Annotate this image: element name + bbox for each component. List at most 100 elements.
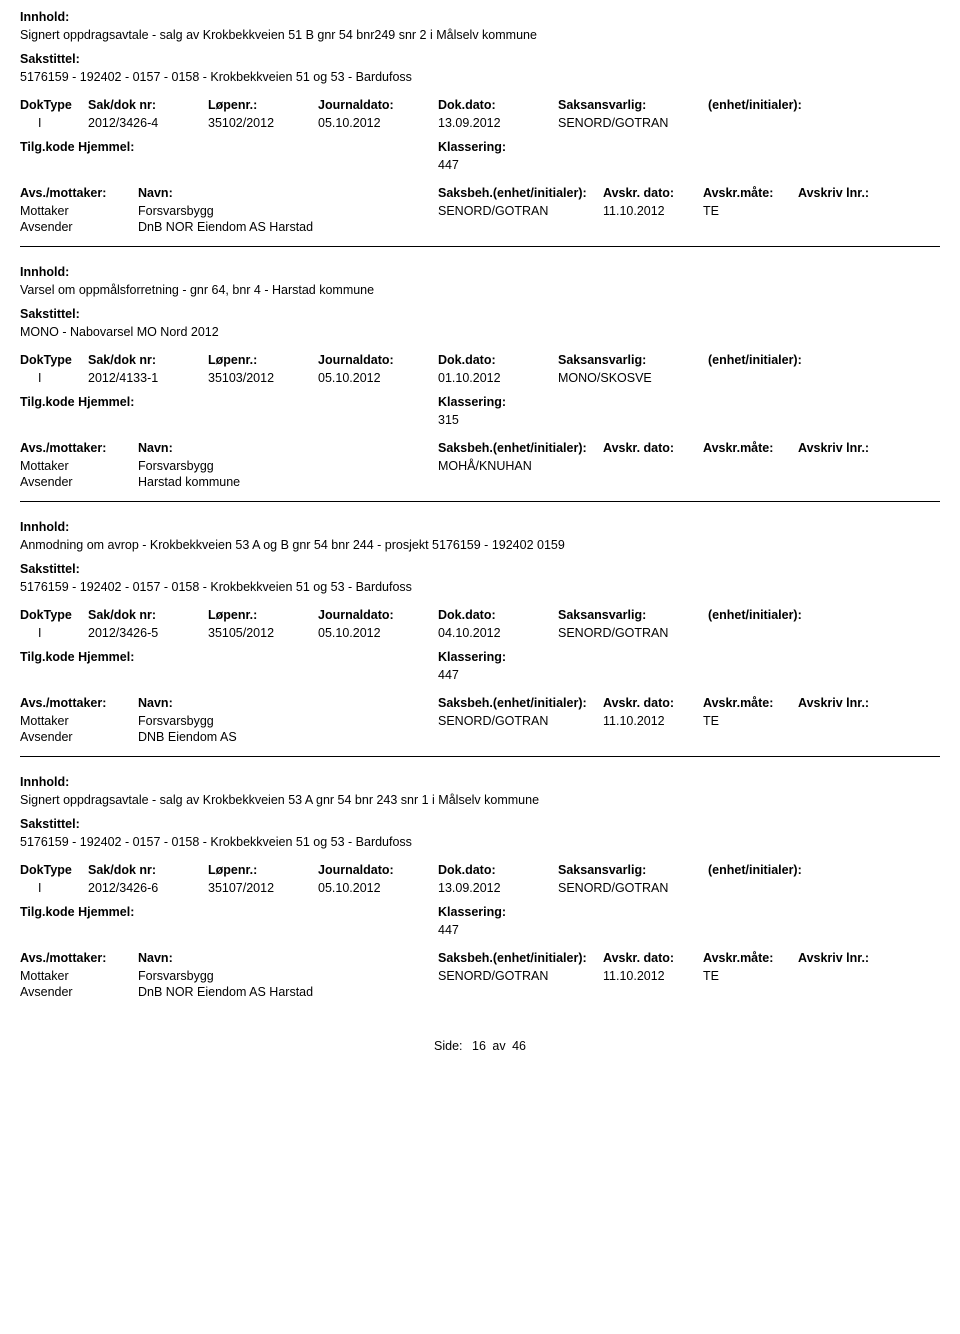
hdr-doktype: DokType	[20, 863, 88, 877]
journal-entry: Innhold: Signert oppdragsavtale - salg a…	[20, 10, 940, 247]
hdr-enhet: (enhet/initialer):	[708, 608, 848, 622]
hdr-avskr-mate: Avskr.måte:	[703, 951, 798, 965]
val-lopenr: 35102/2012	[208, 116, 318, 130]
hdr-dokdato: Dok.dato:	[438, 608, 558, 622]
hdr-journal: Journaldato:	[318, 98, 438, 112]
footer-av-label: av	[492, 1039, 505, 1053]
party-avskr-date	[603, 220, 703, 234]
hdr-sakdok: Sak/dok nr:	[88, 863, 208, 877]
party-avskr-date	[603, 985, 703, 999]
klassering-label: Klassering:	[438, 395, 506, 409]
hdr-dokdato: Dok.dato:	[438, 863, 558, 877]
hdr-doktype: DokType	[20, 98, 88, 112]
sakstittel-text: 5176159 - 192402 - 0157 - 0158 - Krokbek…	[20, 580, 940, 594]
klassering-value: 447	[438, 668, 459, 682]
hdr-dokdato: Dok.dato:	[438, 98, 558, 112]
party-name: Forsvarsbygg	[138, 969, 438, 983]
party-row: Avsender DnB NOR Eiendom AS Harstad	[20, 220, 940, 234]
hdr-avskriv-lnr: Avskriv lnr.:	[798, 696, 898, 710]
hdr-navn: Navn:	[138, 441, 438, 455]
party-role: Avsender	[20, 220, 138, 234]
meta-header-row: DokType Sak/dok nr: Løpenr.: Journaldato…	[20, 353, 940, 367]
val-sakdok: 2012/3426-6	[88, 881, 208, 895]
innhold-label: Innhold:	[20, 520, 940, 534]
tilg-hjemmel-label: Tilg.kode Hjemmel:	[20, 395, 438, 409]
hdr-sakdok: Sak/dok nr:	[88, 608, 208, 622]
party-avskr-date	[603, 475, 703, 489]
party-name: Forsvarsbygg	[138, 459, 438, 473]
party-saksbeh	[438, 985, 603, 999]
hdr-lopenr: Løpenr.:	[208, 863, 318, 877]
klassering-value-row: 315	[20, 413, 940, 427]
tilg-row: Tilg.kode Hjemmel: Klassering:	[20, 140, 940, 154]
val-saksans: SENORD/GOTRAN	[558, 626, 708, 640]
sakstittel-label: Sakstittel:	[20, 307, 940, 321]
party-saksbeh	[438, 475, 603, 489]
hdr-doktype: DokType	[20, 353, 88, 367]
val-sakdok: 2012/3426-5	[88, 626, 208, 640]
hdr-saksbeh: Saksbeh.(enhet/initialer):	[438, 441, 603, 455]
meta-value-row: I 2012/3426-6 35107/2012 05.10.2012 13.0…	[20, 881, 940, 895]
hdr-journal: Journaldato:	[318, 863, 438, 877]
hdr-avsmot: Avs./mottaker:	[20, 441, 138, 455]
val-saksans: SENORD/GOTRAN	[558, 116, 708, 130]
meta-header-row: DokType Sak/dok nr: Løpenr.: Journaldato…	[20, 98, 940, 112]
val-doktype: I	[20, 371, 88, 385]
party-avskr-date: 11.10.2012	[603, 714, 703, 728]
page-footer: Side: 16 av 46	[20, 1039, 940, 1053]
party-avskr-mate	[703, 730, 798, 744]
hdr-avskr-dato: Avskr. dato:	[603, 696, 703, 710]
val-journal: 05.10.2012	[318, 371, 438, 385]
party-avskr-mate: TE	[703, 969, 798, 983]
tilg-hjemmel-label: Tilg.kode Hjemmel:	[20, 140, 438, 154]
hdr-navn: Navn:	[138, 696, 438, 710]
klassering-label: Klassering:	[438, 140, 506, 154]
val-journal: 05.10.2012	[318, 626, 438, 640]
party-saksbeh	[438, 220, 603, 234]
hdr-lopenr: Løpenr.:	[208, 98, 318, 112]
klassering-label: Klassering:	[438, 650, 506, 664]
val-lopenr: 35103/2012	[208, 371, 318, 385]
party-avskr-mate	[703, 459, 798, 473]
klassering-value: 447	[438, 158, 459, 172]
val-doktype: I	[20, 116, 88, 130]
hdr-saksans: Saksansvarlig:	[558, 608, 708, 622]
party-row: Mottaker Forsvarsbygg SENORD/GOTRAN 11.1…	[20, 714, 940, 728]
hdr-saksbeh: Saksbeh.(enhet/initialer):	[438, 696, 603, 710]
party-header-row: Avs./mottaker: Navn: Saksbeh.(enhet/init…	[20, 441, 940, 455]
hdr-saksbeh: Saksbeh.(enhet/initialer):	[438, 186, 603, 200]
hdr-saksans: Saksansvarlig:	[558, 863, 708, 877]
val-journal: 05.10.2012	[318, 116, 438, 130]
hdr-journal: Journaldato:	[318, 353, 438, 367]
tilg-row: Tilg.kode Hjemmel: Klassering:	[20, 905, 940, 919]
hdr-journal: Journaldato:	[318, 608, 438, 622]
hdr-saksans: Saksansvarlig:	[558, 353, 708, 367]
party-role: Avsender	[20, 730, 138, 744]
meta-value-row: I 2012/3426-4 35102/2012 05.10.2012 13.0…	[20, 116, 940, 130]
journal-entry: Innhold: Anmodning om avrop - Krokbekkve…	[20, 520, 940, 757]
meta-value-row: I 2012/3426-5 35105/2012 05.10.2012 04.1…	[20, 626, 940, 640]
party-name: Harstad kommune	[138, 475, 438, 489]
val-lopenr: 35105/2012	[208, 626, 318, 640]
sakstittel-label: Sakstittel:	[20, 562, 940, 576]
hdr-avskr-mate: Avskr.måte:	[703, 186, 798, 200]
val-dokdato: 13.09.2012	[438, 116, 558, 130]
tilg-hjemmel-label: Tilg.kode Hjemmel:	[20, 650, 438, 664]
tilg-hjemmel-label: Tilg.kode Hjemmel:	[20, 905, 438, 919]
innhold-text: Signert oppdragsavtale - salg av Krokbek…	[20, 793, 940, 807]
val-saksans: SENORD/GOTRAN	[558, 881, 708, 895]
hdr-enhet: (enhet/initialer):	[708, 98, 848, 112]
party-role: Mottaker	[20, 714, 138, 728]
party-avskr-date	[603, 730, 703, 744]
hdr-avskr-mate: Avskr.måte:	[703, 696, 798, 710]
party-saksbeh: MOHÅ/KNUHAN	[438, 459, 603, 473]
entry-divider	[20, 246, 940, 247]
footer-page-total: 46	[512, 1039, 526, 1053]
party-role: Mottaker	[20, 969, 138, 983]
party-saksbeh: SENORD/GOTRAN	[438, 204, 603, 218]
party-avskr-mate	[703, 220, 798, 234]
party-avskr-mate	[703, 475, 798, 489]
sakstittel-label: Sakstittel:	[20, 817, 940, 831]
val-sakdok: 2012/3426-4	[88, 116, 208, 130]
val-sakdok: 2012/4133-1	[88, 371, 208, 385]
